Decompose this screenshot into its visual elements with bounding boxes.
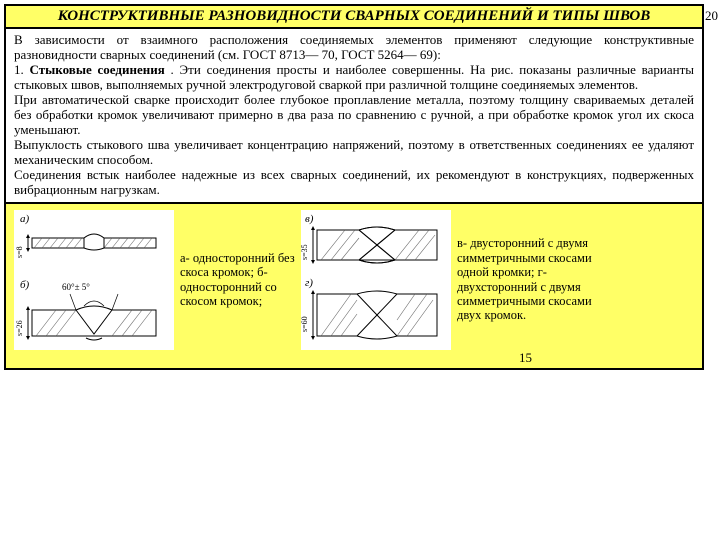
body-text: В зависимости от взаимного расположения … [4,29,704,203]
diag-label-b: б) [20,279,30,291]
para-1a: В зависимости от взаимного расположения … [14,32,694,62]
diagram-left: а) s=8 б) 60°± 5° s=26 [14,210,174,350]
diag-label-v: в) [305,213,314,225]
para-3: Выпуклость стыкового шва увеличивает кон… [14,137,694,167]
para-2: При автоматической сварке происходит бол… [14,92,694,137]
caption-right: в- двусторонний с двумя симметричными ск… [457,236,607,322]
para-1b-bold: Стыковые соединения [30,62,165,77]
diag-label-g: г) [305,277,313,289]
caption-left: а- односторонний без скоса кромок; б- од… [180,251,295,309]
dim-sg: s=60 [301,316,309,332]
dim-sa: s=8 [15,246,24,258]
angle-label: 60°± 5° [62,282,90,292]
list-num: 1. [14,62,30,77]
page-number-bottom: 15 [519,350,532,366]
page-number-top: 20 [705,8,718,24]
diagram-right: в) s=35 г) s=60 [301,210,451,350]
diagram-panel: а) s=8 б) 60°± 5° s=26 [4,204,704,370]
para-4: Соединения встык наиболее надежные из вс… [14,167,694,197]
dim-sv: s=35 [301,244,309,260]
dim-sb: s=26 [15,320,24,336]
title-header: КОНСТРУКТИВНЫЕ РАЗНОВИДНОСТИ СВАРНЫХ СОЕ… [4,4,704,29]
diag-label-a: а) [20,213,30,225]
